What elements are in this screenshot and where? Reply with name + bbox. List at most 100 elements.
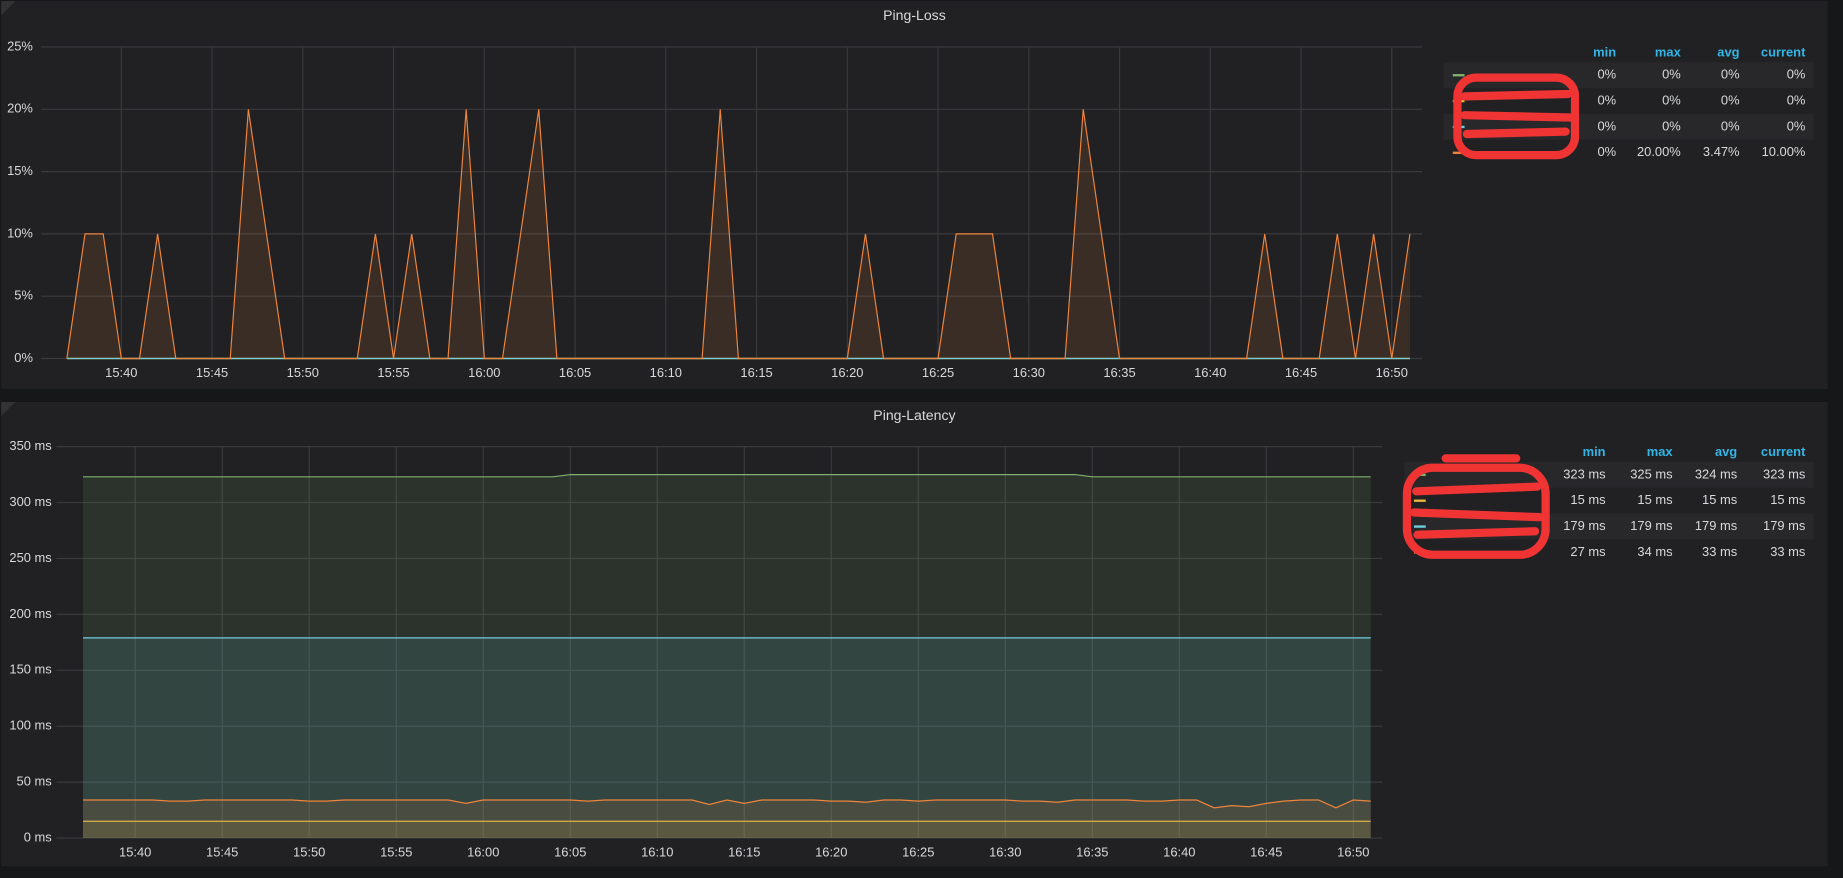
legend-header: current xyxy=(1761,44,1806,59)
series-line xyxy=(83,474,1371,478)
series-area xyxy=(83,821,1371,839)
x-tick-label: 16:35 xyxy=(1103,365,1135,380)
x-tick-label: 15:40 xyxy=(119,845,151,860)
legend-header: current xyxy=(1761,444,1806,459)
y-tick-label: 15% xyxy=(7,163,33,178)
y-tick-label: 200 ms xyxy=(9,606,51,621)
legend-value: 0% xyxy=(1721,67,1740,82)
legend-value: 179 ms xyxy=(1563,518,1605,533)
x-tick-label: 16:40 xyxy=(1163,845,1195,860)
chart-title: Ping-Loss xyxy=(883,7,946,23)
panel-info-corner[interactable] xyxy=(1,1,16,16)
x-tick-label: 15:40 xyxy=(105,365,137,380)
x-tick-label: 16:35 xyxy=(1076,845,1108,860)
legend-value: 34 ms xyxy=(1637,544,1672,559)
redaction xyxy=(1402,73,1580,559)
legend-header: min xyxy=(1593,44,1616,59)
x-tick-label: 16:05 xyxy=(559,365,591,380)
x-tick-label: 16:00 xyxy=(467,845,499,860)
x-tick-label: 16:50 xyxy=(1376,365,1408,380)
legend-value: 0% xyxy=(1662,118,1681,133)
x-tick-label: 16:20 xyxy=(831,365,863,380)
x-tick-label: 16:15 xyxy=(740,365,772,380)
x-tick-label: 16:15 xyxy=(728,845,760,860)
legend-value: 0% xyxy=(1787,118,1806,133)
legend-value: 27 ms xyxy=(1570,544,1605,559)
legend-value: 325 ms xyxy=(1630,466,1672,481)
series-area xyxy=(83,474,1371,839)
x-tick-label: 16:40 xyxy=(1194,365,1226,380)
x-tick-label: 16:25 xyxy=(902,845,934,860)
x-tick-label: 16:50 xyxy=(1337,845,1369,860)
legend-header: max xyxy=(1655,44,1682,59)
y-tick-label: 0 ms xyxy=(24,829,52,844)
charts: Ping-Loss 0% 5% 10% 15% 20% 25% 15:40 15:45 15:50… xyxy=(7,7,1814,860)
series-line xyxy=(66,109,1411,360)
legend-value: 323 ms xyxy=(1563,466,1605,481)
legend-value: 20.00% xyxy=(1637,144,1681,159)
y-tick-label: 350 ms xyxy=(9,438,51,453)
x-tick-label: 15:55 xyxy=(380,845,412,860)
x-tick-label: 16:10 xyxy=(650,365,682,380)
legend-value: 3.47% xyxy=(1703,144,1740,159)
x-tick-label: 16:20 xyxy=(815,845,847,860)
x-tick-label: 16:25 xyxy=(922,365,954,380)
x-tick-label: 16:45 xyxy=(1250,845,1282,860)
y-tick-label: 150 ms xyxy=(9,662,51,677)
x-tick-label: 15:45 xyxy=(196,365,228,380)
y-tick-label: 300 ms xyxy=(9,494,51,509)
legend-value: 0% xyxy=(1597,144,1616,159)
y-tick-label: 20% xyxy=(7,101,33,116)
chart-title: Ping-Latency xyxy=(873,407,956,423)
legend-value: 323 ms xyxy=(1763,466,1805,481)
legend-value: 0% xyxy=(1787,67,1806,82)
legend-value: 179 ms xyxy=(1695,518,1737,533)
legend-swatch xyxy=(1452,151,1465,154)
legend-header: avg xyxy=(1715,444,1737,459)
x-tick-label: 16:45 xyxy=(1285,365,1317,380)
y-tick-label: 50 ms xyxy=(17,774,52,789)
legend-value: 15 ms xyxy=(1570,492,1605,507)
series-area xyxy=(83,800,1371,839)
x-tick-label: 16:05 xyxy=(554,845,586,860)
legend-value: 33 ms xyxy=(1770,544,1805,559)
x-tick-label: 16:30 xyxy=(989,845,1021,860)
series-line xyxy=(83,799,1371,809)
legend-swatch xyxy=(1452,74,1465,77)
legend-header: min xyxy=(1583,444,1606,459)
x-tick-label: 16:10 xyxy=(641,845,673,860)
legend-header: avg xyxy=(1717,44,1739,59)
legend-value: 33 ms xyxy=(1702,544,1737,559)
legend-value: 0% xyxy=(1597,92,1616,107)
y-tick-label: 5% xyxy=(14,288,33,303)
legend-value: 0% xyxy=(1787,92,1806,107)
redaction-scribble xyxy=(1453,73,1580,160)
legend-swatch xyxy=(1413,499,1426,502)
y-tick-label: 10% xyxy=(7,225,33,240)
x-tick-label: 16:00 xyxy=(468,365,500,380)
legend-value: 179 ms xyxy=(1630,518,1672,533)
x-tick-label: 15:55 xyxy=(377,365,409,380)
y-tick-label: 0% xyxy=(14,350,33,365)
legend-value: 0% xyxy=(1662,67,1681,82)
redaction-scribble xyxy=(1409,454,1544,539)
legend-value: 0% xyxy=(1597,67,1616,82)
legend-value: 0% xyxy=(1597,118,1616,133)
redaction-scribble xyxy=(1402,463,1550,559)
x-tick-label: 15:50 xyxy=(287,365,319,380)
series-area xyxy=(83,637,1371,839)
legend-value: 179 ms xyxy=(1763,518,1805,533)
legend-value: 10.00% xyxy=(1762,144,1806,159)
legend-header: max xyxy=(1647,444,1674,459)
legend-value: 0% xyxy=(1721,118,1740,133)
x-tick-label: 15:45 xyxy=(206,845,238,860)
legend-value: 15 ms xyxy=(1637,492,1672,507)
panel-info-corner[interactable] xyxy=(1,401,16,417)
legend-value: 15 ms xyxy=(1770,492,1805,507)
y-tick-label: 250 ms xyxy=(9,550,51,565)
legend-value: 15 ms xyxy=(1702,492,1737,507)
redaction-scribble xyxy=(1460,89,1575,139)
y-tick-label: 25% xyxy=(7,38,33,53)
